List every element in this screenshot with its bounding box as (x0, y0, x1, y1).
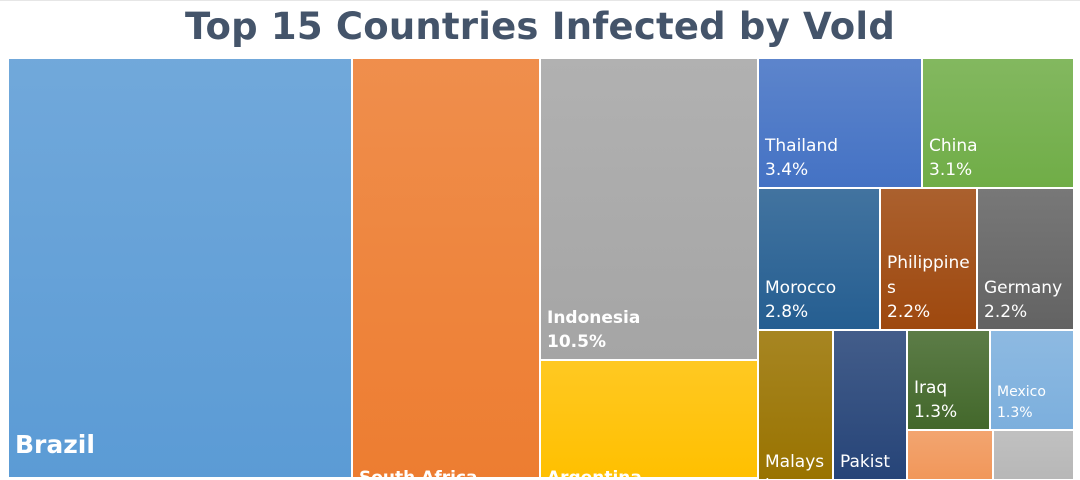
tile-label: Pakistan (840, 450, 900, 479)
treemap-tile-indonesia: Indonesia 10.5% (540, 58, 758, 360)
tile-label: Indonesia 10.5% (547, 306, 751, 355)
treemap-tile-philippines: Philippines 2.2% (880, 188, 977, 330)
treemap-tile-tile-13 (907, 430, 993, 480)
tile-name: Argentina (547, 466, 751, 477)
tile-label: South Africa (359, 466, 533, 477)
tile-percent: 2.2% (984, 302, 1028, 323)
tile-label: Morocco 2.8% (765, 276, 873, 325)
tile-label: Mexico 1.3% (997, 382, 1067, 423)
tile-percent: 3.1% (929, 160, 973, 181)
tile-percent: 10.5% (547, 332, 606, 353)
treemap-tile-brazil: Brazil (8, 58, 352, 478)
tile-percent: 1.3% (997, 404, 1033, 421)
treemap-tile-malaysia: Malaysia (758, 330, 833, 480)
treemap-tile-argentina: Argentina (540, 360, 758, 478)
tile-percent: 2.8% (765, 302, 809, 323)
chart-title: Top 15 Countries Infected by Vold (184, 5, 895, 48)
tile-name: Mexico (997, 384, 1046, 401)
treemap-tile-iraq: Iraq 1.3% (907, 330, 990, 430)
treemap-tile-south-africa: South Africa (352, 58, 540, 478)
tile-label: China 3.1% (929, 134, 1067, 183)
treemap-tile-morocco: Morocco 2.8% (758, 188, 880, 330)
top-border (0, 0, 1080, 1)
tile-name: South Africa (359, 466, 533, 477)
tile-label: Thailand 3.4% (765, 134, 915, 183)
treemap: Brazil South Africa Indonesia 10.5% Argentin… (8, 58, 1074, 480)
treemap-tile-pakistan: Pakistan (833, 330, 907, 480)
tile-label: Malaysia (765, 450, 826, 479)
tile-name: Thailand (765, 135, 839, 156)
tile-name: Germany (984, 277, 1063, 298)
tile-percent: 2.2% (887, 302, 931, 323)
tile-label: Germany 2.2% (984, 276, 1067, 325)
tile-name: Malaysia (765, 451, 825, 479)
tile-name: Pakistan (840, 451, 890, 479)
treemap-tile-thailand: Thailand 3.4% (758, 58, 922, 188)
tile-percent: 3.4% (765, 160, 809, 181)
treemap-tile-tile-14 (993, 430, 1074, 480)
tile-name: Indonesia (547, 307, 641, 328)
tile-percent: 1.3% (914, 402, 958, 423)
tile-name: Philippines (887, 253, 970, 298)
treemap-tile-mexico: Mexico 1.3% (990, 330, 1074, 430)
tile-name: Iraq (914, 377, 948, 398)
tile-name: China (929, 135, 978, 156)
treemap-tile-germany: Germany 2.2% (977, 188, 1074, 330)
tile-name: Morocco (765, 277, 837, 298)
treemap-tile-china: China 3.1% (922, 58, 1074, 188)
tile-label: Brazil (15, 427, 345, 463)
tile-label: Argentina (547, 466, 751, 477)
tile-name: Brazil (15, 429, 95, 459)
tile-label: Philippines 2.2% (887, 251, 970, 325)
tile-label: Iraq 1.3% (914, 376, 983, 425)
